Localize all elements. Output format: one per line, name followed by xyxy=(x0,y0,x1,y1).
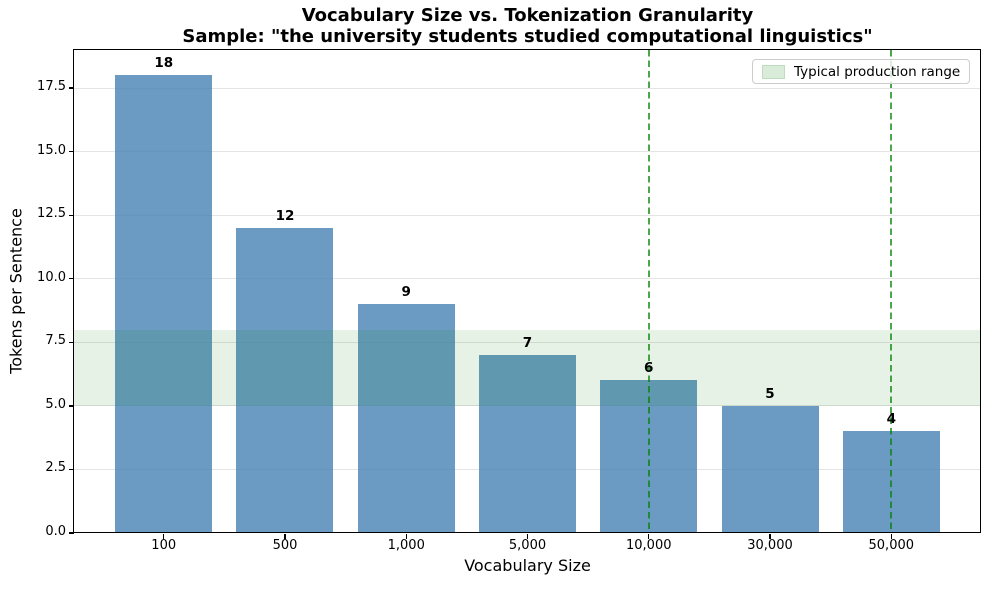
bar-value-label: 6 xyxy=(644,360,654,377)
gridline xyxy=(74,278,981,280)
chart-title: Vocabulary Size vs. Tokenization Granula… xyxy=(301,5,754,26)
bar-value-label: 9 xyxy=(401,284,411,301)
x-tick-label-30000: 30,000 xyxy=(747,538,793,553)
x-tick-label-100: 100 xyxy=(151,538,177,553)
y-tick xyxy=(69,278,74,280)
x-tick xyxy=(163,534,165,539)
y-tick xyxy=(69,405,74,407)
bar-value-label: 5 xyxy=(765,385,775,402)
bar-30000 xyxy=(721,405,819,533)
reference-vline-10000 xyxy=(647,50,650,533)
bar-500 xyxy=(236,227,334,533)
x-tick xyxy=(526,534,529,539)
y-tick-label-15.0: 15.0 xyxy=(37,142,66,158)
chart-subtitle: Sample: "the university students studied… xyxy=(182,26,873,47)
gridline xyxy=(74,341,981,343)
bar-value-label: 12 xyxy=(275,207,295,224)
legend-label: Typical production range xyxy=(794,63,961,80)
y-tick-label-17.5: 17.5 xyxy=(37,79,66,95)
x-tick xyxy=(284,534,286,539)
bar-5000 xyxy=(479,355,576,533)
y-tick xyxy=(69,87,74,89)
y-tick-label-10.0: 10.0 xyxy=(37,269,66,285)
gridline xyxy=(74,87,981,89)
x-axis-label: Vocabulary Size xyxy=(464,556,591,575)
x-tick-label-10000: 10,000 xyxy=(626,538,672,553)
y-tick-label-12.5: 12.5 xyxy=(37,206,66,222)
bar-value-label: 18 xyxy=(154,55,174,72)
reference-vline-50000 xyxy=(890,50,893,533)
x-tick xyxy=(648,534,650,539)
x-tick xyxy=(405,534,407,539)
x-tick xyxy=(890,534,892,539)
y-tick-label-5.0: 5.0 xyxy=(45,396,66,412)
x-tick-label-500: 500 xyxy=(272,538,298,553)
production-range-band xyxy=(74,329,981,406)
x-tick-label-5000: 5,000 xyxy=(508,538,547,553)
y-tick xyxy=(69,150,74,153)
y-tick-label-0.0: 0.0 xyxy=(45,524,66,539)
y-tick xyxy=(69,341,74,344)
plot-area: 18 12 9 7 6 5 4 xyxy=(74,50,981,533)
y-tick xyxy=(69,532,74,534)
bar-1000 xyxy=(357,304,455,533)
y-tick xyxy=(69,468,74,471)
x-tick xyxy=(769,534,771,539)
gridline xyxy=(74,214,981,216)
y-tick-label-7.5: 7.5 xyxy=(45,333,66,349)
y-axis-label: Tokens per Sentence xyxy=(6,208,26,374)
x-tick-label-50000: 50,000 xyxy=(868,538,915,553)
bar-value-label: 7 xyxy=(522,335,533,352)
gridline xyxy=(74,151,981,153)
legend-swatch-band xyxy=(762,64,785,79)
bar-value-label: 4 xyxy=(886,411,896,428)
y-tick-label-2.5: 2.5 xyxy=(45,460,66,476)
x-tick-label-1000: 1,000 xyxy=(387,538,425,553)
y-tick xyxy=(69,214,74,216)
legend: Typical production range xyxy=(752,59,971,84)
bar-100 xyxy=(115,75,213,533)
